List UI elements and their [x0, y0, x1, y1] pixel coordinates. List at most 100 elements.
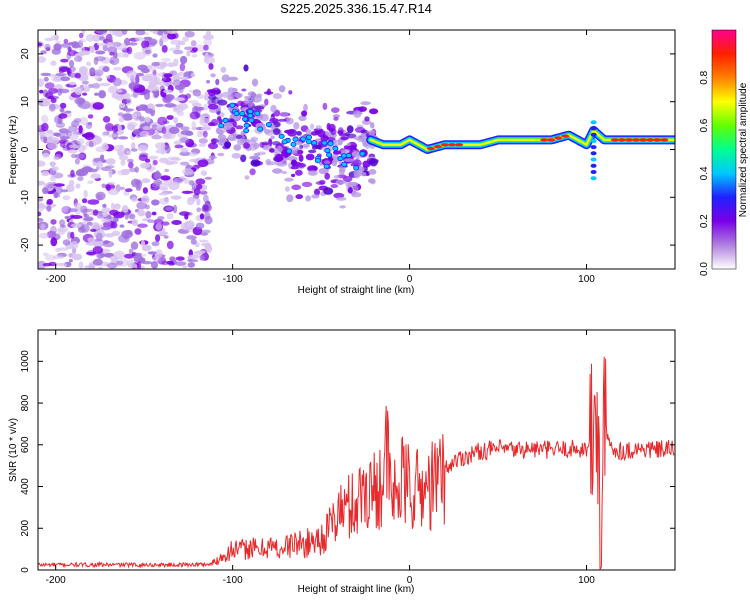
spectral-hotspot	[300, 136, 307, 142]
noise-speckle	[191, 102, 202, 107]
noise-speckle	[126, 70, 138, 79]
noise-speckle	[189, 158, 198, 163]
noise-speckle	[159, 186, 169, 191]
noise-speckle	[196, 130, 203, 138]
noise-speckle	[50, 161, 56, 168]
spectral-hotspot	[239, 111, 246, 117]
spectral-blob	[278, 85, 286, 93]
noise-speckle	[141, 68, 150, 74]
noise-speckle	[88, 140, 94, 148]
spectral-blob	[305, 128, 312, 136]
noise-speckle	[190, 238, 197, 245]
spectral-blob	[347, 187, 353, 194]
noise-speckle	[41, 98, 51, 107]
noise-speckle	[59, 136, 70, 140]
spectral-blob	[368, 169, 377, 175]
noise-speckle	[144, 116, 151, 123]
noise-speckle	[151, 211, 157, 216]
noise-speckle	[113, 250, 125, 260]
spectral-blob	[333, 175, 340, 179]
noise-speckle	[195, 178, 206, 185]
noise-speckle	[104, 122, 114, 132]
noise-speckle	[196, 198, 201, 206]
noise-speckle	[42, 252, 49, 257]
spectral-hotspot	[327, 141, 334, 147]
spectral-blob	[272, 141, 281, 146]
noise-speckle	[54, 193, 61, 198]
noise-speckle	[109, 209, 119, 216]
noise-speckle	[105, 75, 111, 79]
noise-speckle	[190, 40, 197, 47]
noise-speckle	[125, 99, 131, 104]
noise-speckle	[124, 253, 135, 259]
spectral-blob	[296, 162, 307, 168]
noise-speckle	[70, 215, 83, 219]
noise-speckle	[50, 175, 56, 182]
noise-speckle	[99, 82, 111, 87]
noise-speckle	[121, 30, 128, 35]
noise-speckle	[123, 53, 129, 58]
noise-speckle	[68, 144, 79, 149]
spectral-blob	[331, 107, 340, 113]
noise-speckle	[102, 66, 110, 73]
spectral-hotspot	[218, 123, 225, 129]
x-tick-label: -100	[223, 575, 243, 586]
noise-speckle	[38, 42, 43, 47]
y-tick-label: 0	[20, 146, 31, 152]
spectral-blob	[324, 172, 331, 180]
noise-speckle	[140, 162, 150, 169]
spectral-blob	[298, 154, 304, 162]
spectral-blob	[301, 181, 313, 188]
noise-speckle	[70, 240, 79, 250]
spectral-hotspot	[243, 128, 250, 134]
ridge-peak	[455, 143, 464, 147]
spectral-blob	[279, 111, 290, 117]
colorbar-tick-label: 0.6	[699, 118, 710, 132]
noise-speckle	[40, 223, 46, 231]
noise-speckle	[53, 183, 65, 187]
spectral-hotspot	[332, 145, 339, 151]
x-tick-label: 100	[578, 274, 595, 285]
noise-speckle	[166, 260, 174, 265]
ridge-peak	[433, 145, 442, 149]
spectral-blob	[278, 118, 287, 122]
spectral-blob	[208, 122, 215, 127]
noise-speckle	[179, 176, 186, 180]
spectral-blob	[277, 145, 283, 153]
noise-speckle	[62, 195, 71, 201]
noise-speckle	[128, 81, 140, 89]
noise-speckle	[195, 250, 206, 255]
noise-speckle	[137, 223, 148, 228]
spectral-blob	[247, 91, 256, 97]
noise-speckle	[81, 166, 93, 173]
noise-speckle	[195, 222, 205, 230]
noise-speckle	[38, 197, 44, 202]
noise-speckle	[172, 49, 184, 55]
spectral-blob	[215, 127, 221, 134]
noise-speckle	[59, 219, 66, 227]
ridge-peak	[561, 134, 570, 138]
noise-speckle	[172, 204, 178, 214]
noise-speckle	[127, 262, 138, 269]
noise-speckle	[159, 64, 166, 70]
noise-speckle	[187, 262, 195, 268]
noise-speckle	[55, 262, 68, 267]
noise-speckle	[40, 72, 52, 77]
spectral-blob	[317, 129, 326, 138]
spectral-blob	[364, 116, 370, 122]
noise-speckle	[95, 146, 107, 153]
noise-speckle	[78, 50, 91, 56]
noise-speckle	[118, 116, 125, 123]
spectral-blob	[220, 66, 227, 73]
noise-speckle	[161, 45, 168, 53]
noise-speckle	[179, 137, 190, 144]
noise-speckle	[46, 205, 52, 212]
spectral-blob	[336, 197, 347, 201]
noise-speckle	[141, 40, 150, 49]
noise-speckle	[98, 90, 106, 99]
spectral-blob	[291, 173, 296, 178]
spectral-blob	[240, 154, 247, 163]
noise-speckle	[93, 241, 101, 248]
noise-speckle	[196, 207, 202, 213]
spectrogram-ridge	[366, 120, 675, 181]
